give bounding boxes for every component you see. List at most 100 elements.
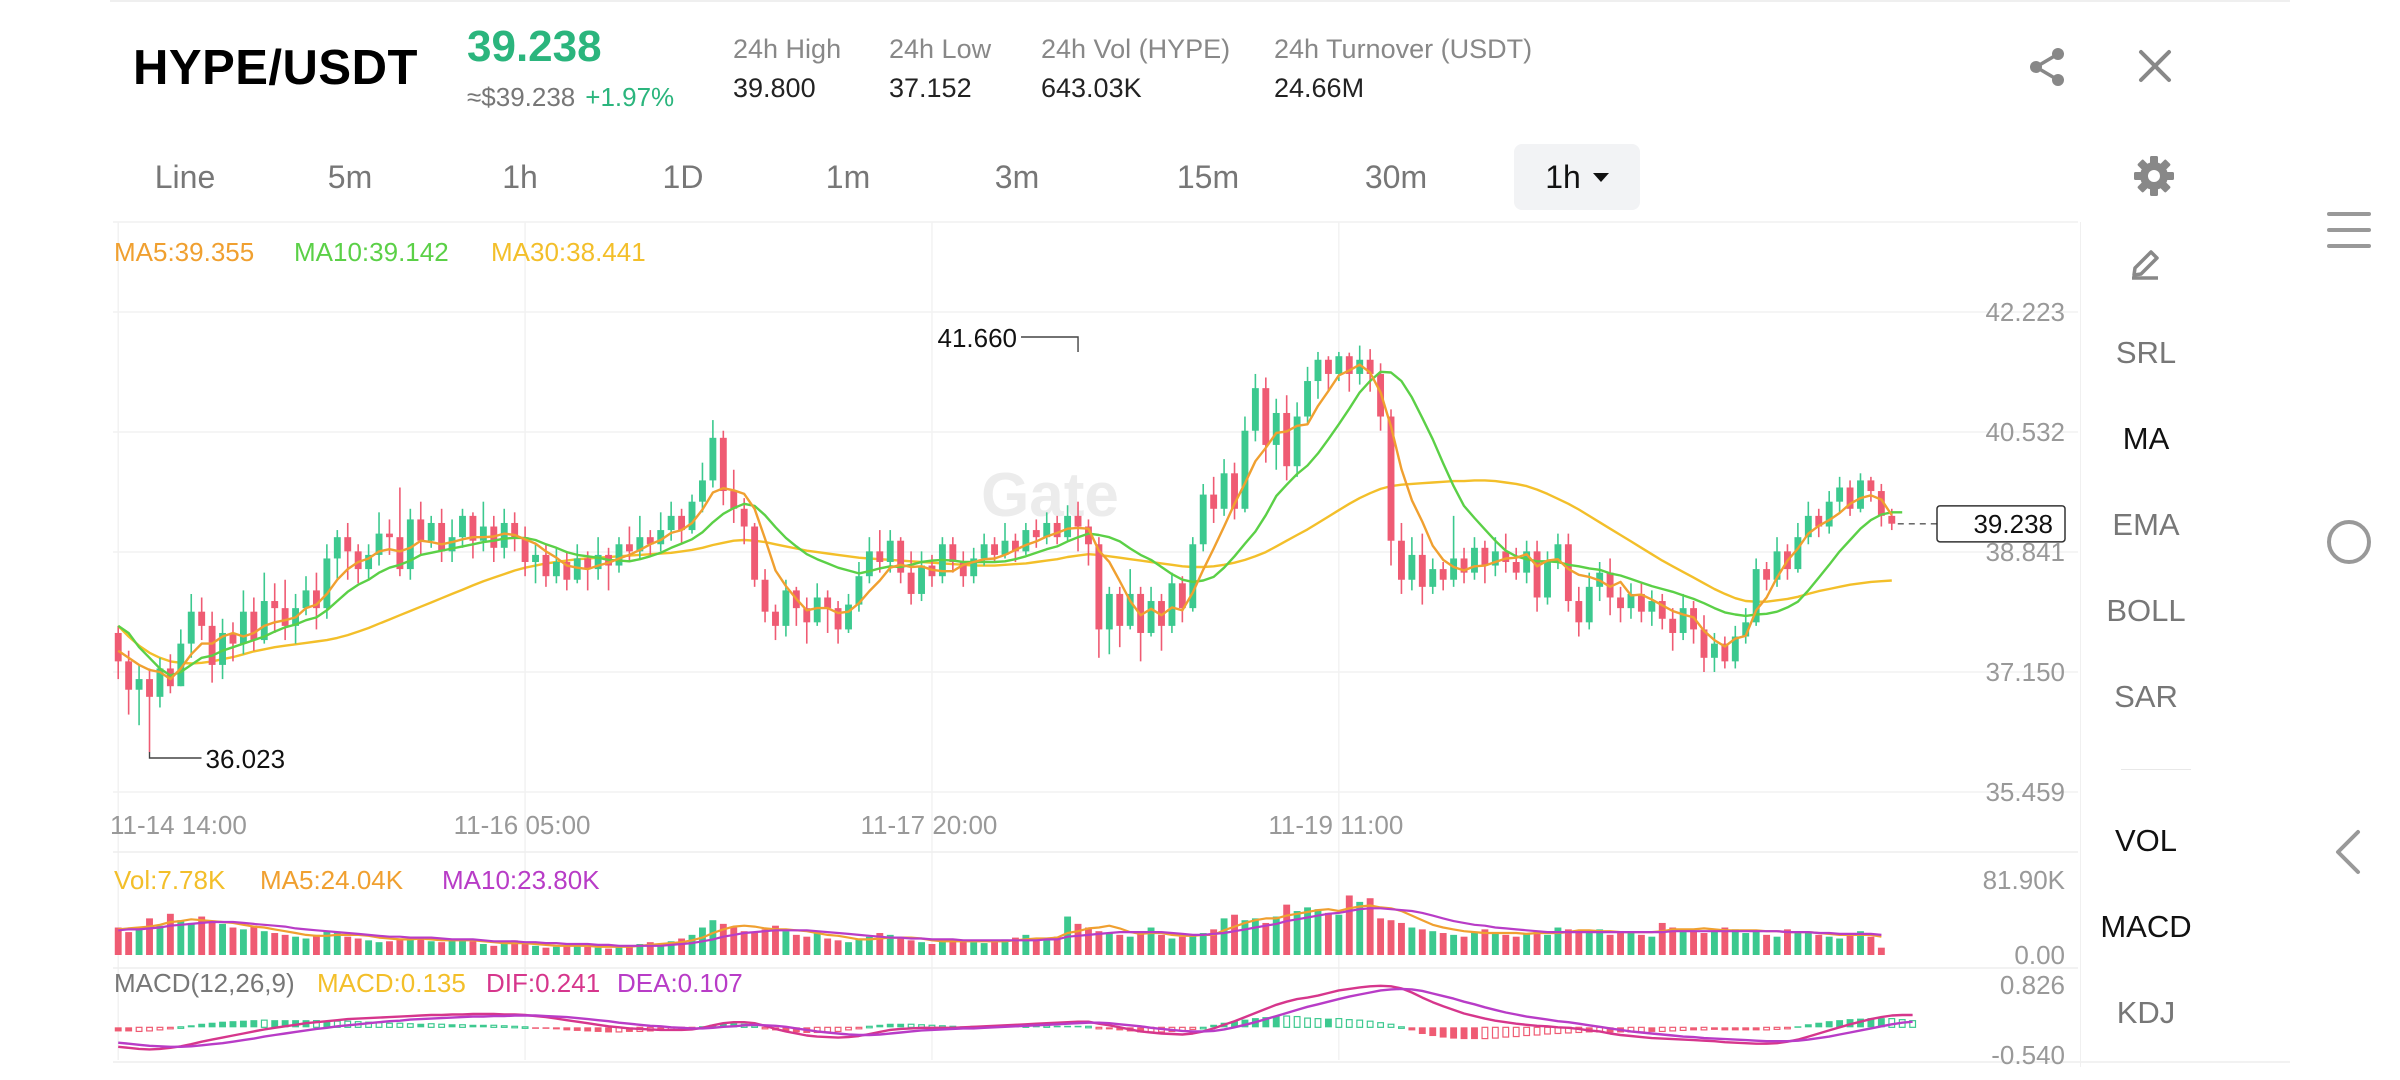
candle-body [1387,416,1395,541]
macd-hist-bar [605,1027,612,1033]
macd-hist-bar [448,1024,456,1028]
macd-hist-bar [135,1026,143,1033]
candle-body [1627,593,1635,609]
tab-more-timeframe[interactable]: 1h [1514,144,1640,210]
indicator-ma[interactable]: MA [2122,421,2170,456]
candle-body [1867,480,1875,492]
candle-body [1481,547,1489,566]
candle-body [625,544,633,552]
candle-body [344,537,352,552]
menu-icon[interactable] [2325,210,2373,250]
tab-1d[interactable]: 1D [662,159,704,195]
indicator-vol[interactable]: VOL [2114,823,2178,858]
macd-hist-bar [834,1026,842,1033]
volume-bar [187,922,195,955]
candle-body [886,540,894,563]
tab-1m[interactable]: 1m [825,159,871,195]
indicator-macd[interactable]: MACD [2100,909,2192,944]
candle-body [1877,491,1885,516]
macd-hist-bar [521,1026,529,1029]
legend-ma5: MA5:39.355 [114,237,254,267]
vol-y-tick-label: 81.90K [1983,865,2066,895]
macd-hist-bar [1784,1026,1791,1030]
indicator-ema[interactable]: EMA [2112,507,2180,542]
indicator-sar[interactable]: SAR [2114,679,2178,714]
candle-body [1032,530,1040,538]
tab-5m[interactable]: 5m [327,159,373,195]
indicator-kdj[interactable]: KDJ [2116,995,2176,1030]
volume-bar [1648,936,1656,955]
macd-hist-bar [323,1020,331,1028]
candle-body [1251,388,1259,431]
volume-bar [636,944,644,955]
macd-hist-bar [1293,1015,1301,1028]
home-circle-icon[interactable] [2325,518,2373,566]
indicator-boll[interactable]: BOLL [2106,593,2186,628]
candle-body [166,668,174,687]
pair-title[interactable]: HYPE/USDT [133,41,418,95]
macd-hist-bar [1074,1025,1082,1028]
gear-icon[interactable] [2133,155,2175,197]
volume-bar [1617,933,1624,955]
tab-1h[interactable]: 1h [502,159,538,195]
volume-bar [876,933,884,955]
macd-hist-bar [1544,1026,1551,1035]
volume-bar [855,938,863,955]
volume-bar [646,942,654,955]
candle-body [1293,416,1301,467]
macd-hist-bar [907,1023,915,1028]
volume-bar [594,947,602,955]
candle-body [1304,381,1311,417]
high-marker-label: 41.660 [937,323,1017,353]
macd-hist-bar [1262,1017,1270,1028]
volume-bar [1418,929,1426,955]
y-tick-label: 40.532 [1985,417,2065,447]
volume-bar [427,941,435,955]
volume-bar [813,933,821,955]
back-chevron-icon[interactable] [2330,828,2364,876]
volume-bar [1564,929,1572,955]
candle-body [876,551,884,563]
macd-hist-bar [469,1024,477,1028]
volume-bar [1241,920,1249,955]
volume-bar [1460,936,1468,955]
macd-hist-bar [1272,1016,1280,1028]
tab-line[interactable]: Line [154,159,216,195]
volume-bar [1606,934,1614,955]
macd-hist-bar [1324,1018,1332,1028]
tab-15m[interactable]: 15m [1176,159,1240,195]
macd-hist-bar [876,1024,884,1028]
macd-hist-bar [1053,1025,1061,1028]
candle-body [740,508,748,527]
volume-bar [1304,907,1311,955]
volume-bar [448,940,456,955]
candle-body [1314,359,1322,382]
draw-pencil-icon[interactable] [2127,244,2163,280]
volume-bar [1700,933,1708,955]
volume-bar [177,920,185,955]
candle-body [1763,569,1771,580]
volume-bar [344,936,352,955]
tab-3m[interactable]: 3m [994,159,1040,195]
macd-hist-bar [1909,1020,1917,1028]
macd-hist-bar [1658,1026,1666,1033]
candle-body [1617,597,1624,609]
candle-body [1158,601,1165,626]
candle-body [1564,544,1572,602]
macd-hist-bar [1606,1027,1614,1033]
indicator-srl[interactable]: SRL [2115,335,2177,370]
close-icon[interactable] [2137,48,2173,84]
volume-bar [970,942,978,955]
candle-body [1043,522,1051,538]
candle-series [114,345,1896,753]
candle-body [1679,608,1687,633]
candle-body [751,526,759,580]
tab-30m[interactable]: 30m [1364,159,1428,195]
candle-body [365,554,373,570]
share-icon[interactable] [2027,46,2067,88]
high-marker-line [1021,336,1079,352]
macd-hist-bar [573,1027,581,1031]
ma30-line [117,479,1892,665]
macd-hist-bar [1304,1017,1311,1028]
